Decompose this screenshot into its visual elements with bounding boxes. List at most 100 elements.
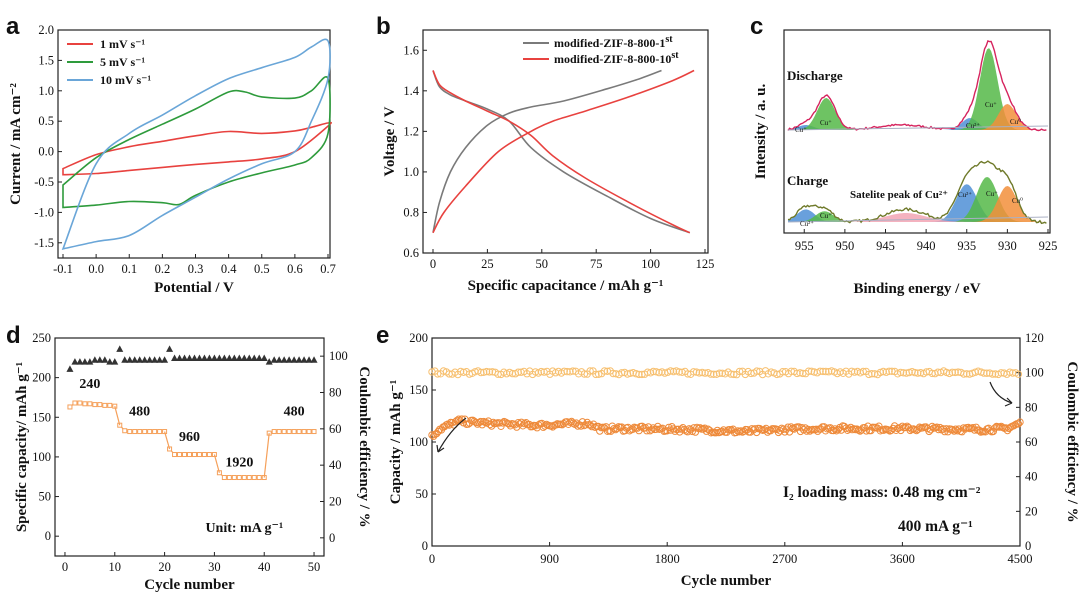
- plot-frame: [57, 29, 331, 259]
- ce-point: [669, 367, 678, 376]
- ce-point: [86, 358, 94, 365]
- ce-point: [181, 354, 189, 361]
- ce-point: [804, 367, 813, 375]
- ce-point: [586, 367, 594, 375]
- capacity-point: [1014, 420, 1023, 428]
- ce-point: [310, 356, 318, 363]
- x-tick-label: 20: [158, 560, 171, 574]
- ce-point: [753, 367, 761, 375]
- legend-label: 10 mV s⁻¹: [100, 73, 151, 87]
- x-tick-label: 0.6: [287, 262, 303, 276]
- ce-point: [911, 368, 919, 377]
- capacity-point: [953, 427, 961, 435]
- ce-point: [514, 368, 522, 376]
- ce-point: [563, 367, 571, 376]
- rate-label: 960: [179, 430, 200, 445]
- capacity-point: [87, 401, 93, 407]
- y-tick-label: 200: [409, 331, 428, 345]
- y2-tick-label: 20: [329, 495, 342, 509]
- y-tick-label: 0.5: [38, 114, 54, 128]
- gcd-curve-3: [432, 69, 695, 234]
- y-tick-label: 250: [32, 331, 51, 345]
- cv-curve-2: [62, 76, 331, 209]
- ce-point: [280, 356, 288, 363]
- ce-point: [485, 368, 494, 376]
- ce-point: [171, 354, 179, 361]
- ce-point: [1014, 370, 1023, 378]
- panel-letter: c: [750, 13, 763, 40]
- ce-point: [566, 368, 574, 376]
- ce-point: [126, 356, 134, 363]
- ce-point: [1009, 369, 1017, 377]
- ce-point: [822, 367, 830, 376]
- ce-point: [600, 367, 609, 375]
- x-tick-label: 945: [876, 239, 895, 253]
- ce-point: [457, 367, 465, 376]
- capacity-point: [577, 422, 585, 430]
- capacity-series: [428, 415, 1024, 440]
- capacity-line: [114, 406, 121, 426]
- ce-point: [200, 354, 208, 361]
- y-tick-label: 50: [39, 490, 52, 504]
- y2-tick-label: 80: [329, 386, 342, 400]
- legend-label: 5 mV s⁻¹: [100, 55, 145, 69]
- ce-point: [230, 354, 238, 361]
- capacity-point: [241, 475, 247, 481]
- arrow-left-head: [436, 444, 445, 453]
- ce-point: [980, 369, 988, 377]
- capacity-point: [196, 452, 202, 458]
- capacity-point: [221, 475, 227, 481]
- ce-point: [666, 367, 675, 375]
- ce-point: [156, 356, 164, 363]
- ce-point: [255, 354, 263, 361]
- y2-tick-label: 80: [1025, 400, 1038, 414]
- x-tick-label: 75: [590, 257, 603, 271]
- ce-point: [141, 356, 149, 363]
- ce-point: [295, 356, 303, 363]
- y-axis-label: Specific capacity/ mAh g⁻¹: [14, 362, 30, 532]
- y2-tick-label: 0: [1025, 539, 1031, 553]
- y2-tick-label: 0: [329, 531, 335, 545]
- capacity-point: [834, 425, 842, 434]
- ce-point: [215, 354, 223, 361]
- ce-point: [195, 354, 203, 361]
- cv-curve-3: [61, 38, 331, 250]
- legend-label: modified-ZIF-8-800-10st: [554, 50, 679, 66]
- ce-point: [560, 367, 568, 375]
- x-tick-label: 0.3: [188, 262, 204, 276]
- y-tick-label: 0: [45, 529, 51, 543]
- x-tick-label: 0.4: [221, 262, 237, 276]
- ce-point: [235, 354, 243, 361]
- ce-point: [983, 369, 991, 377]
- xps-charge-raw: [787, 160, 1047, 225]
- y2-axis-label: Coulombic efficiency / %: [1064, 361, 1080, 522]
- ce-point: [882, 368, 890, 376]
- ce-point: [480, 368, 488, 376]
- capacity-point: [107, 402, 113, 408]
- ce-point: [106, 358, 114, 365]
- x-tick-label: 0: [429, 552, 435, 566]
- capacity-point: [92, 402, 98, 408]
- capacity-point: [177, 452, 183, 458]
- ce-point: [810, 368, 818, 376]
- y2-tick-label: 40: [329, 458, 342, 472]
- x-tick-label: 950: [836, 239, 855, 253]
- y-tick-label: 100: [409, 435, 428, 449]
- capacity-point: [187, 452, 192, 458]
- ce-point: [116, 345, 124, 352]
- panel-a: -0.1 0.0 0.1 0.2 0.3 0.4 0.5 0.6 0.7 -1.5 -1.0 -0.5…: [6, 13, 336, 296]
- rate-label: 240: [79, 377, 100, 392]
- cu-label: Cu⁰: [1010, 118, 1021, 126]
- ce-point: [101, 356, 109, 363]
- capacity-point: [613, 424, 621, 433]
- ce-point: [917, 369, 925, 377]
- capacity-point: [102, 402, 108, 408]
- cu-label: Cu⁺: [820, 212, 832, 220]
- xps-peak-fill: [788, 186, 1048, 222]
- xps-peak-fill: [788, 104, 1048, 130]
- ce-point: [715, 369, 724, 377]
- ce-point: [245, 354, 253, 361]
- capacity-point: [311, 429, 317, 435]
- x-tick-label: 900: [540, 552, 559, 566]
